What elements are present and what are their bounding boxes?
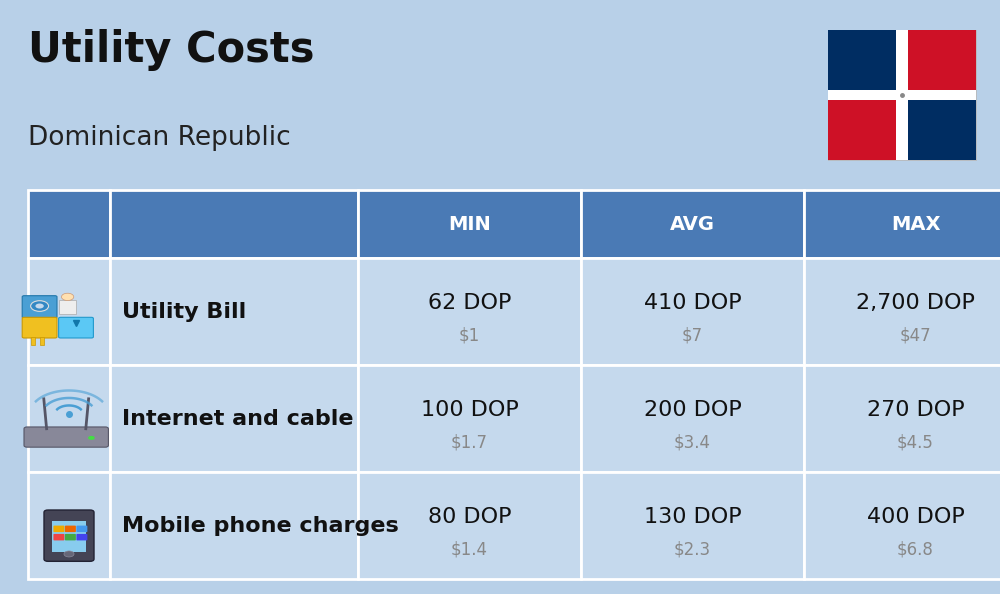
- Bar: [581, 472, 804, 579]
- Bar: [358, 365, 581, 472]
- Bar: [804, 190, 1000, 258]
- Text: $1.7: $1.7: [451, 433, 488, 451]
- FancyBboxPatch shape: [22, 317, 57, 338]
- Bar: [908, 95, 976, 160]
- Bar: [581, 258, 804, 365]
- Text: MIN: MIN: [448, 215, 491, 233]
- Bar: [804, 258, 1000, 365]
- Text: 270 DOP: 270 DOP: [867, 400, 964, 420]
- Text: Utility Costs: Utility Costs: [28, 29, 314, 71]
- Text: $1.4: $1.4: [451, 540, 488, 558]
- Circle shape: [88, 436, 95, 440]
- Bar: [28, 472, 110, 579]
- Bar: [28, 258, 110, 365]
- FancyBboxPatch shape: [76, 534, 87, 541]
- Bar: [59, 300, 76, 314]
- Text: $2.3: $2.3: [674, 540, 711, 558]
- Bar: [581, 190, 804, 258]
- Circle shape: [61, 293, 74, 301]
- Bar: [52, 521, 86, 552]
- Text: $47: $47: [900, 326, 931, 345]
- FancyBboxPatch shape: [44, 510, 94, 561]
- Circle shape: [64, 551, 74, 557]
- Bar: [110, 190, 358, 258]
- Text: 200 DOP: 200 DOP: [644, 400, 741, 420]
- Text: 80 DOP: 80 DOP: [428, 507, 511, 527]
- Circle shape: [35, 304, 44, 308]
- Text: 130 DOP: 130 DOP: [644, 507, 741, 527]
- Circle shape: [31, 301, 49, 311]
- Bar: [28, 365, 110, 472]
- Bar: [110, 472, 358, 579]
- Bar: [828, 30, 896, 95]
- Text: $7: $7: [682, 326, 703, 345]
- Text: Dominican Republic: Dominican Republic: [28, 125, 291, 151]
- Text: 62 DOP: 62 DOP: [428, 293, 511, 313]
- Text: Internet and cable: Internet and cable: [122, 409, 354, 429]
- Text: $3.4: $3.4: [674, 433, 711, 451]
- Bar: [358, 472, 581, 579]
- FancyBboxPatch shape: [22, 296, 57, 318]
- Bar: [828, 90, 976, 100]
- FancyBboxPatch shape: [53, 534, 64, 541]
- Text: AVG: AVG: [670, 215, 715, 233]
- Bar: [31, 337, 35, 345]
- Text: MAX: MAX: [891, 215, 940, 233]
- FancyBboxPatch shape: [65, 526, 76, 532]
- Text: $6.8: $6.8: [897, 540, 934, 558]
- Text: 2,700 DOP: 2,700 DOP: [856, 293, 975, 313]
- FancyBboxPatch shape: [59, 317, 93, 338]
- FancyBboxPatch shape: [24, 427, 108, 447]
- Text: Mobile phone charges: Mobile phone charges: [122, 516, 399, 536]
- Bar: [110, 365, 358, 472]
- Text: $4.5: $4.5: [897, 433, 934, 451]
- Bar: [358, 190, 581, 258]
- Text: Utility Bill: Utility Bill: [122, 302, 246, 322]
- Bar: [828, 30, 976, 160]
- FancyBboxPatch shape: [65, 534, 76, 541]
- Bar: [28, 190, 110, 258]
- Bar: [110, 258, 358, 365]
- Bar: [908, 30, 976, 95]
- Bar: [358, 258, 581, 365]
- FancyBboxPatch shape: [76, 526, 87, 532]
- Bar: [581, 365, 804, 472]
- Text: $1: $1: [459, 326, 480, 345]
- Bar: [828, 95, 896, 160]
- Text: 410 DOP: 410 DOP: [644, 293, 741, 313]
- Text: 100 DOP: 100 DOP: [421, 400, 518, 420]
- Bar: [896, 30, 908, 160]
- Text: 400 DOP: 400 DOP: [867, 507, 964, 527]
- Bar: [40, 337, 44, 345]
- FancyBboxPatch shape: [53, 526, 64, 532]
- Bar: [804, 472, 1000, 579]
- Bar: [804, 365, 1000, 472]
